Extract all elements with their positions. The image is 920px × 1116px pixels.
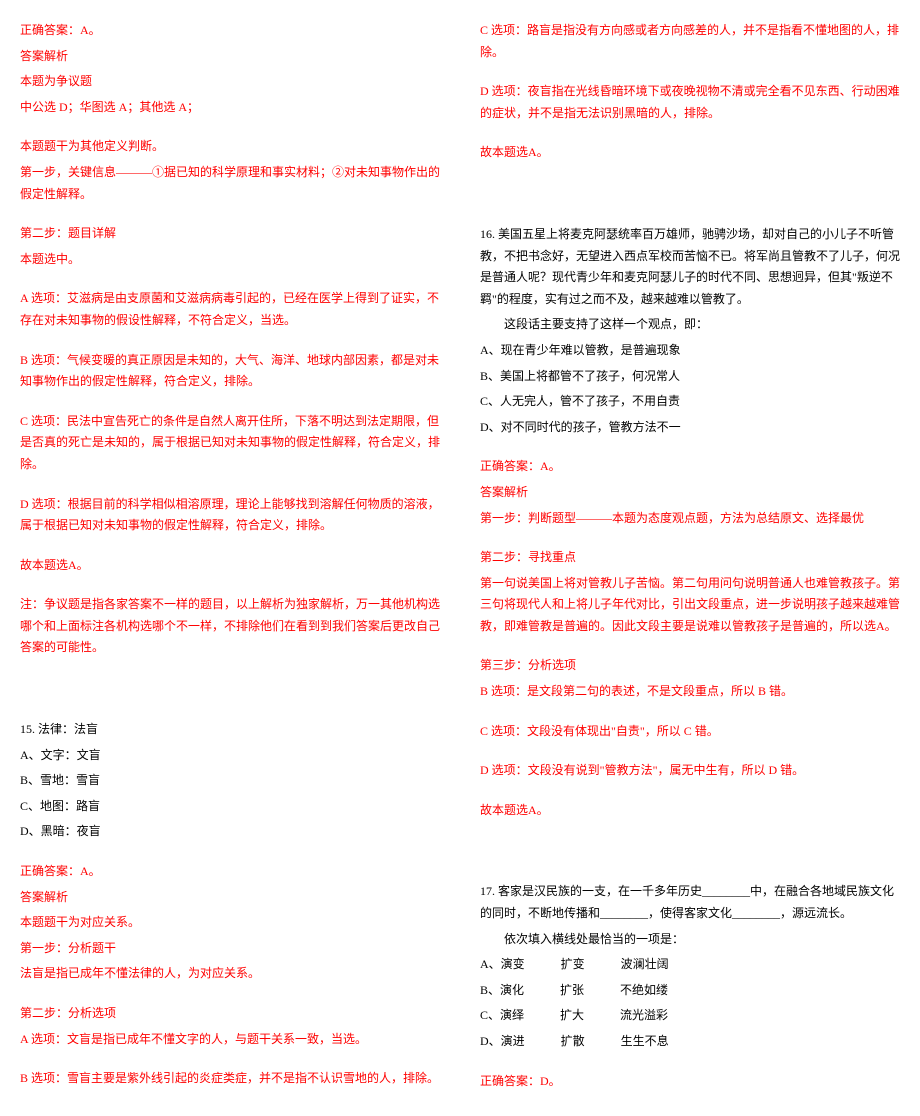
- q17-answer: 正确答案：D。: [480, 1071, 900, 1093]
- q16-question: 这段话主要支持了这样一个观点，即：: [480, 314, 900, 336]
- q16-conclusion: 故本题选A。: [480, 800, 900, 822]
- option-b-expl: B 选项：气候变暖的真正原因是未知的，大气、海洋、地球内部因素，都是对未知事物作…: [20, 350, 440, 393]
- q17-question: 依次填入横线处最恰当的一项是：: [480, 929, 900, 951]
- q15-step2-header: 第二步：分析选项: [20, 1003, 440, 1025]
- q15-option-d: D、黑暗：夜盲: [20, 821, 440, 843]
- q15-option-b: B、雪地：雪盲: [20, 770, 440, 792]
- q16-option-c-expl: C 选项：文段没有体现出"自责"，所以 C 错。: [480, 721, 900, 743]
- q17-option-d: D、演进 扩散 生生不息: [480, 1031, 900, 1053]
- q15-option-b-expl: B 选项：雪盲主要是紫外线引起的炎症类症，并不是指不认识雪地的人，排除。: [20, 1068, 440, 1090]
- q17-title: 17. 客家是汉民族的一支，在一千多年历史________中，在融合各地域民族文…: [480, 881, 900, 924]
- q16-option-a: A、现在青少年难以管教，是普遍现象: [480, 340, 900, 362]
- q15-step1-header: 第一步：分析题干: [20, 938, 440, 960]
- q15-option-a: A、文字：文盲: [20, 745, 440, 767]
- q15-relation: 本题题干为对应关系。: [20, 912, 440, 934]
- q17-option-b: B、演化 扩张 不绝如缕: [480, 980, 900, 1002]
- q17-option-c: C、演绎 扩大 流光溢彩: [480, 1005, 900, 1027]
- dispute-footnote: 注：争议题是指各家答案不一样的题目，以上解析为独家解析，万一其他机构选哪个和上面…: [20, 594, 440, 659]
- q16-analysis-header: 答案解析: [480, 482, 900, 504]
- q16-step1: 第一步：判断题型———本题为态度观点题，方法为总结原文、选择最优: [480, 508, 900, 530]
- q16-title: 16. 美国五星上将麦克阿瑟统率百万雄师，驰骋沙场，却对自己的小儿子不听管教，不…: [480, 224, 900, 310]
- q16-answer: 正确答案：A。: [480, 456, 900, 478]
- q16-step2-text: 第一句说美国上将对管教儿子苦恼。第二句用问句说明普通人也难管教孩子。第三句将现代…: [480, 573, 900, 638]
- analysis-header: 答案解析: [20, 46, 440, 68]
- q15-option-c-expl: C 选项：路盲是指没有方向感或者方向感差的人，并不是指看不懂地图的人，排除。: [480, 20, 900, 63]
- q16-step2-header: 第二步：寻找重点: [480, 547, 900, 569]
- step2-note: 本题选中。: [20, 249, 440, 271]
- right-column: C 选项：路盲是指没有方向感或者方向感差的人，并不是指看不懂地图的人，排除。 D…: [480, 20, 900, 1096]
- option-d-expl: D 选项：根据目前的科学相似相溶原理，理论上能够找到溶解任何物质的溶液，属于根据…: [20, 494, 440, 537]
- dispute-note: 本题为争议题: [20, 71, 440, 93]
- q15-step1-text: 法盲是指已成年不懂法律的人，为对应关系。: [20, 963, 440, 985]
- answer-line: 正确答案：A。: [20, 20, 440, 42]
- q15-title: 15. 法律：法盲: [20, 719, 440, 741]
- q15-conclusion: 故本题选A。: [480, 142, 900, 164]
- q15-option-d-expl: D 选项：夜盲指在光线昏暗环境下或夜晚视物不清或完全看不见东西、行动困难的症状，…: [480, 81, 900, 124]
- option-a-expl: A 选项：艾滋病是由支原菌和艾滋病病毒引起的，已经在医学上得到了证实，不存在对未…: [20, 288, 440, 331]
- step2-header: 第二步：题目详解: [20, 223, 440, 245]
- step1: 第一步，关键信息———①据已知的科学原理和事实材料；②对未知事物作出的假定性解释…: [20, 162, 440, 205]
- left-column: 正确答案：A。 答案解析 本题为争议题 中公选 D；华图选 A；其他选 A； 本…: [20, 20, 440, 1096]
- q16-option-b: B、美国上将都管不了孩子，何况常人: [480, 366, 900, 388]
- q16-option-d-expl: D 选项：文段没有说到"管教方法"，属无中生有，所以 D 错。: [480, 760, 900, 782]
- q16-step3-header: 第三步：分析选项: [480, 655, 900, 677]
- q16-option-c: C、人无完人，管不了孩子，不用自责: [480, 391, 900, 413]
- q17-option-a: A、演变 扩变 波澜壮阔: [480, 954, 900, 976]
- q15-option-c: C、地图：路盲: [20, 796, 440, 818]
- q16-option-d: D、对不同时代的孩子，管教方法不一: [480, 417, 900, 439]
- q15-option-a-expl: A 选项：文盲是指已成年不懂文字的人，与题干关系一致，当选。: [20, 1029, 440, 1051]
- source-choices: 中公选 D；华图选 A；其他选 A；: [20, 97, 440, 119]
- option-c-expl: C 选项：民法中宣告死亡的条件是自然人离开住所，下落不明达到法定期限，但是否真的…: [20, 411, 440, 476]
- q15-analysis-header: 答案解析: [20, 887, 440, 909]
- stem-type: 本题题干为其他定义判断。: [20, 136, 440, 158]
- conclusion: 故本题选A。: [20, 555, 440, 577]
- q15-answer: 正确答案：A。: [20, 861, 440, 883]
- q16-option-b-expl: B 选项：是文段第二句的表述，不是文段重点，所以 B 错。: [480, 681, 900, 703]
